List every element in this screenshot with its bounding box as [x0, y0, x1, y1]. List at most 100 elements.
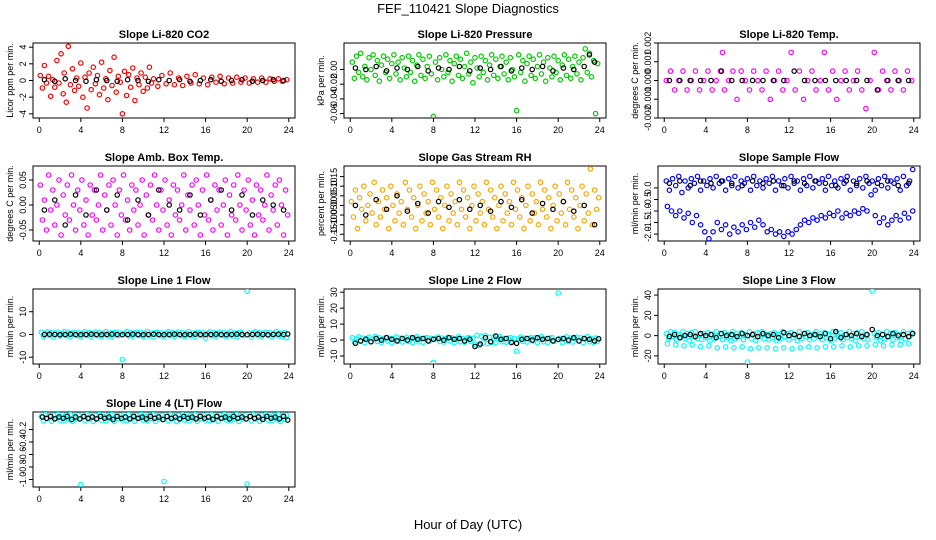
data-point	[747, 345, 754, 352]
x-tick-label: 24	[909, 248, 919, 258]
data-point	[204, 81, 211, 88]
data-point	[156, 76, 162, 83]
data-point	[671, 329, 678, 336]
data-point	[710, 185, 716, 191]
x-tick-label: 20	[242, 248, 252, 258]
data-point	[129, 182, 135, 188]
data-point	[176, 76, 183, 83]
data-point	[67, 81, 74, 88]
data-point	[821, 49, 828, 56]
x-tick-label: 24	[595, 248, 605, 258]
y-tick-label: 0.00	[18, 196, 28, 214]
data-point	[409, 334, 416, 341]
data-point	[257, 187, 264, 193]
data-point	[666, 333, 673, 340]
data-point	[259, 77, 266, 84]
y-tick-label: 10	[18, 307, 28, 317]
data-point	[817, 77, 824, 84]
data-point	[470, 79, 476, 86]
data-point	[680, 68, 686, 74]
data-point	[95, 202, 102, 208]
data-point	[570, 208, 577, 215]
data-point	[800, 175, 807, 182]
data-point	[562, 221, 569, 228]
data-point	[356, 194, 363, 201]
data-point	[261, 202, 268, 208]
data-point	[280, 77, 287, 84]
data-point	[472, 54, 478, 61]
data-point	[396, 210, 402, 216]
data-point	[565, 56, 572, 63]
data-point	[374, 57, 381, 64]
data-point	[675, 173, 682, 180]
data-point	[858, 328, 865, 335]
data-point	[379, 187, 386, 193]
y-tick-label: 0	[18, 332, 28, 337]
data-point	[486, 62, 493, 68]
data-point	[723, 332, 730, 339]
data-point	[466, 68, 473, 74]
data-point	[726, 231, 733, 237]
data-point	[838, 175, 844, 182]
data-point	[832, 77, 839, 84]
data-point	[224, 232, 231, 238]
data-point	[588, 74, 595, 80]
data-point	[434, 77, 441, 83]
y-tick-label: 10	[329, 319, 339, 329]
x-tick-label: 16	[512, 125, 522, 135]
data-point	[101, 192, 108, 198]
data-point	[513, 107, 520, 114]
x-tick-label: 0	[37, 125, 42, 135]
data-point	[93, 187, 100, 193]
data-point	[533, 198, 540, 205]
data-points	[663, 289, 916, 364]
data-point	[575, 225, 581, 232]
data-point	[477, 341, 484, 347]
data-point	[67, 331, 74, 338]
data-point	[88, 331, 95, 338]
data-point	[664, 340, 671, 347]
data-point	[800, 96, 807, 103]
data-point	[852, 337, 859, 344]
data-point	[412, 225, 419, 232]
x-tick-label: 0	[37, 371, 42, 381]
data-point	[884, 333, 891, 340]
data-point	[47, 413, 54, 420]
data-point	[682, 335, 688, 342]
data-point	[462, 214, 469, 220]
data-point	[435, 335, 442, 342]
data-point	[280, 207, 287, 213]
data-point	[110, 416, 116, 423]
data-point	[428, 71, 435, 77]
data-point	[135, 331, 141, 338]
data-point	[713, 328, 720, 335]
data-point	[822, 343, 829, 350]
data-point	[352, 202, 359, 209]
data-point	[676, 77, 683, 84]
data-point	[404, 208, 411, 215]
data-point	[709, 87, 715, 93]
y-tick-label: 0.15	[329, 168, 339, 186]
data-point	[425, 338, 432, 344]
x-tick-label: 20	[553, 248, 563, 258]
data-point	[821, 329, 828, 336]
panel-title: Slope Li-820 CO2	[119, 29, 209, 41]
data-point	[433, 187, 440, 193]
data-point	[203, 172, 210, 178]
data-point	[544, 335, 551, 342]
x-tick-label: 4	[78, 371, 83, 381]
data-point	[540, 59, 547, 65]
y-axis-label: ml/min per min.	[5, 419, 15, 481]
x-tick-label: 12	[159, 125, 169, 135]
data-point	[780, 182, 787, 189]
x-tick-label: 24	[284, 494, 294, 504]
x-tick-label: 4	[78, 125, 83, 135]
data-point	[41, 197, 48, 203]
data-point	[255, 414, 262, 420]
data-point	[829, 68, 836, 74]
data-point	[405, 53, 412, 60]
data-point	[461, 63, 468, 70]
data-point	[70, 202, 77, 208]
data-point	[446, 204, 452, 211]
data-point	[585, 210, 592, 216]
